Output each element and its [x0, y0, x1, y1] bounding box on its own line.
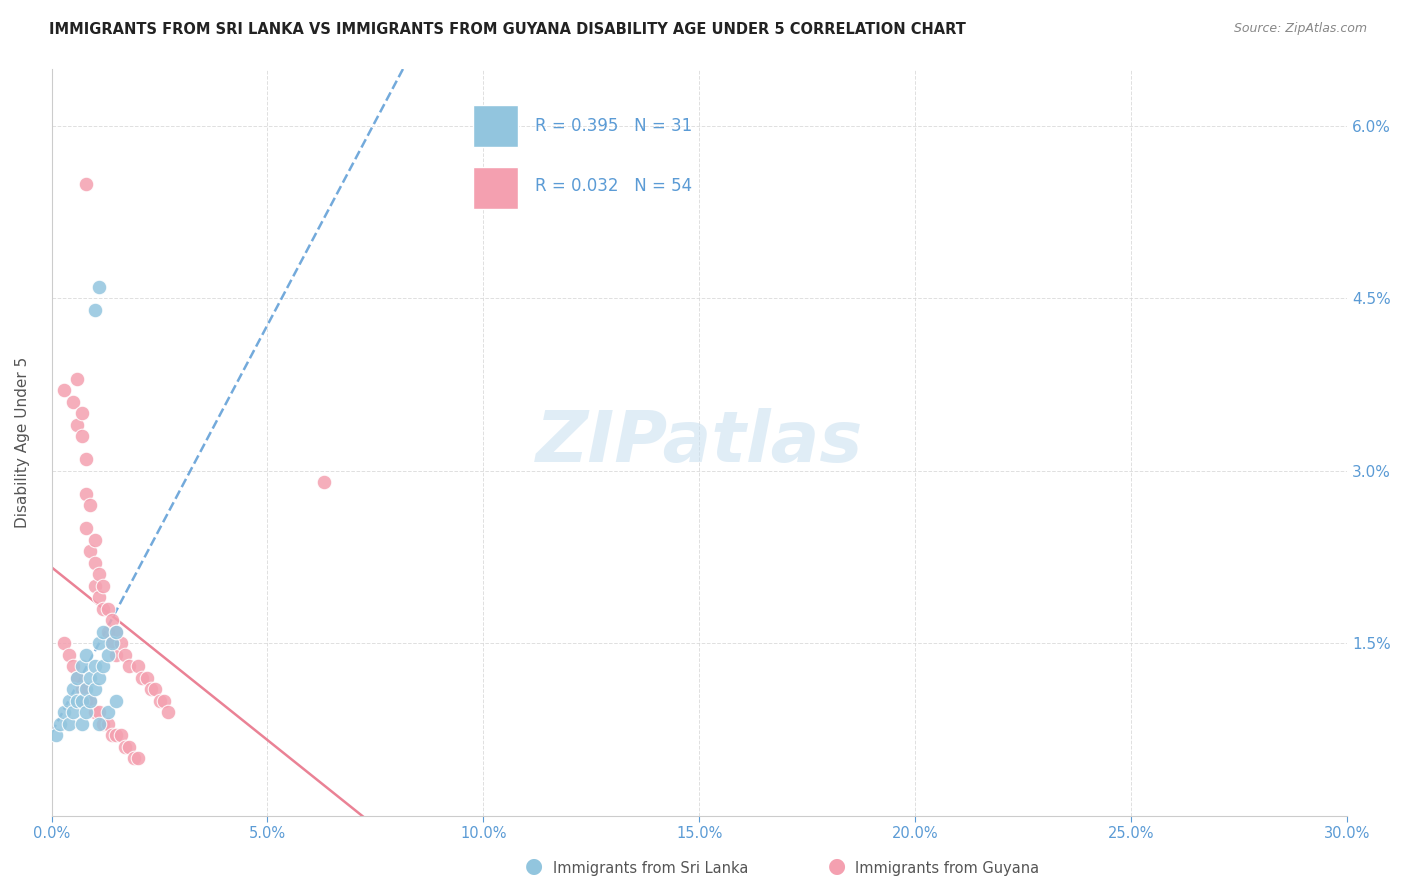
- Point: [101, 636, 124, 650]
- Point: [83, 533, 105, 547]
- Point: [157, 706, 180, 720]
- Point: [139, 682, 162, 697]
- Text: ZIPatlas: ZIPatlas: [536, 408, 863, 476]
- Point: [53, 636, 76, 650]
- Point: [135, 671, 157, 685]
- Point: [97, 624, 120, 639]
- Point: [97, 717, 120, 731]
- Point: [70, 429, 93, 443]
- Point: [122, 751, 145, 765]
- Point: [66, 671, 89, 685]
- Point: [93, 579, 115, 593]
- Point: [83, 579, 105, 593]
- Point: [75, 487, 97, 501]
- Point: [87, 280, 110, 294]
- Point: [143, 682, 166, 697]
- Point: [83, 659, 105, 673]
- Point: [62, 659, 84, 673]
- Point: [105, 624, 128, 639]
- Point: [75, 706, 97, 720]
- Point: [118, 739, 141, 754]
- Point: [131, 671, 153, 685]
- Point: [75, 177, 97, 191]
- Point: [127, 751, 149, 765]
- Point: [110, 728, 132, 742]
- Point: [70, 682, 93, 697]
- Text: IMMIGRANTS FROM SRI LANKA VS IMMIGRANTS FROM GUYANA DISABILITY AGE UNDER 5 CORRE: IMMIGRANTS FROM SRI LANKA VS IMMIGRANTS …: [49, 22, 966, 37]
- Point: [105, 728, 128, 742]
- Point: [93, 659, 115, 673]
- Text: ●: ●: [828, 856, 845, 876]
- Point: [66, 417, 89, 432]
- Point: [97, 602, 120, 616]
- Text: Immigrants from Guyana: Immigrants from Guyana: [855, 861, 1039, 876]
- Point: [97, 648, 120, 662]
- Point: [87, 567, 110, 582]
- Point: [312, 475, 335, 490]
- Point: [101, 636, 124, 650]
- Text: Immigrants from Sri Lanka: Immigrants from Sri Lanka: [553, 861, 748, 876]
- Point: [87, 671, 110, 685]
- Point: [79, 671, 101, 685]
- Point: [66, 671, 89, 685]
- Point: [70, 717, 93, 731]
- Point: [87, 706, 110, 720]
- Point: [114, 739, 136, 754]
- Point: [79, 694, 101, 708]
- Point: [153, 694, 176, 708]
- Point: [114, 648, 136, 662]
- Point: [70, 407, 93, 421]
- Point: [62, 395, 84, 409]
- Point: [93, 602, 115, 616]
- Text: Source: ZipAtlas.com: Source: ZipAtlas.com: [1233, 22, 1367, 36]
- Point: [105, 694, 128, 708]
- Point: [66, 372, 89, 386]
- Point: [53, 706, 76, 720]
- Point: [75, 452, 97, 467]
- Point: [83, 303, 105, 318]
- Point: [148, 694, 170, 708]
- Point: [58, 717, 80, 731]
- Point: [70, 659, 93, 673]
- Point: [105, 624, 128, 639]
- Point: [70, 694, 93, 708]
- Point: [49, 717, 72, 731]
- Point: [45, 728, 67, 742]
- Point: [75, 682, 97, 697]
- Point: [101, 728, 124, 742]
- Point: [83, 556, 105, 570]
- Point: [75, 648, 97, 662]
- Text: ●: ●: [526, 856, 543, 876]
- Point: [87, 591, 110, 605]
- Point: [58, 648, 80, 662]
- Point: [62, 706, 84, 720]
- Point: [87, 636, 110, 650]
- Point: [97, 706, 120, 720]
- Point: [83, 682, 105, 697]
- Point: [101, 614, 124, 628]
- Point: [87, 717, 110, 731]
- Point: [127, 659, 149, 673]
- Point: [79, 544, 101, 558]
- Point: [93, 717, 115, 731]
- Point: [79, 694, 101, 708]
- Point: [83, 706, 105, 720]
- Point: [79, 499, 101, 513]
- Point: [75, 694, 97, 708]
- Y-axis label: Disability Age Under 5: Disability Age Under 5: [15, 357, 30, 528]
- Point: [105, 648, 128, 662]
- Point: [93, 624, 115, 639]
- Point: [75, 521, 97, 535]
- Point: [118, 659, 141, 673]
- Point: [66, 694, 89, 708]
- Point: [58, 694, 80, 708]
- Point: [53, 384, 76, 398]
- Point: [62, 682, 84, 697]
- Point: [110, 636, 132, 650]
